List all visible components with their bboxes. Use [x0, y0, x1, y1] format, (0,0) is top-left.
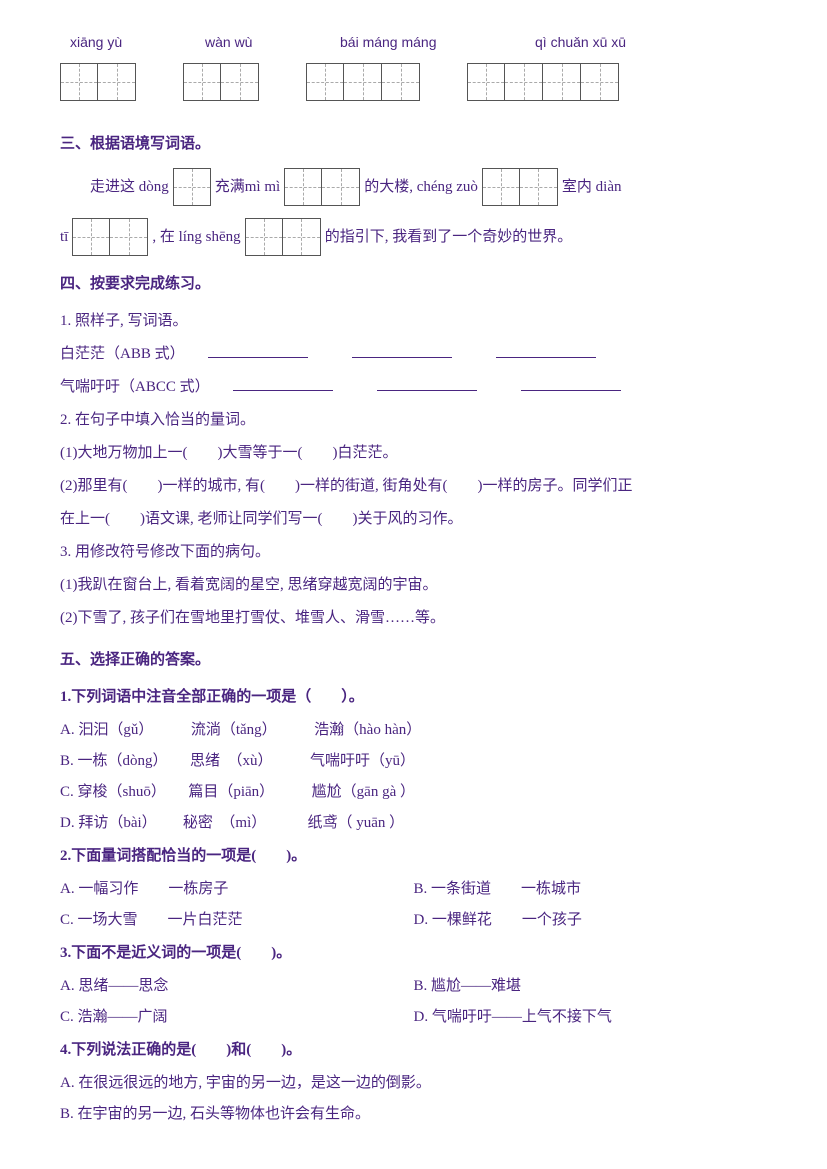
pinyin-1: xiāng yù — [70, 30, 160, 55]
s5-q1-a: A. 汩汩（gǔ） 流淌（tǎng） 浩瀚（hào hàn） — [60, 717, 767, 744]
s5-q2: 2.下面量词搭配恰当的一项是( )。 — [60, 843, 767, 870]
tian-group-4[interactable] — [467, 63, 619, 101]
s4-q2-1: (1)大地万物加上一( )大雪等于一( )白茫茫。 — [60, 440, 767, 467]
s5-q4-b: B. 在宇宙的另一边, 石头等物体也许会有生命。 — [60, 1101, 767, 1128]
s3-l1-t2: 充满mì mì — [215, 174, 280, 201]
section4-title: 四、按要求完成练习。 — [60, 271, 767, 298]
pinyin-2: wàn wù — [205, 30, 295, 55]
s3-l2-t3: 的指引下, 我看到了一个奇妙的世界。 — [325, 224, 573, 251]
s5-q1-d: D. 拜访（bài） 秘密 （mì） 纸鸢（ yuān ） — [60, 810, 767, 837]
blank-4[interactable] — [233, 376, 333, 391]
pinyin-3: bái máng máng — [340, 30, 490, 55]
section3-line1: 走进这 dòng 充满mì mì 的大楼, chéng zuò 室内 diàn — [60, 168, 767, 206]
s5-q3-a: A. 思绪——思念 — [60, 973, 414, 1000]
section3-title: 三、根据语境写词语。 — [60, 131, 767, 158]
s3-l1-t3: 的大楼, chéng zuò — [364, 174, 478, 201]
s3-l2-t2: , 在 líng shēng — [152, 224, 240, 251]
s5-q2-b: B. 一条街道 一栋城市 — [414, 876, 768, 903]
s5-q3: 3.下面不是近义词的一项是( )。 — [60, 940, 767, 967]
s4-q3-1: (1)我趴在窗台上, 看着宽阔的星空, 思绪穿越宽阔的宇宙。 — [60, 572, 767, 599]
s4-q3-2: (2)下雪了, 孩子们在雪地里打雪仗、堆雪人、滑雪……等。 — [60, 605, 767, 632]
blank-1[interactable] — [208, 343, 308, 358]
s5-q1-c: C. 穿梭（shuō） 篇目（piān） 尴尬（gān gà ） — [60, 779, 767, 806]
blank-5[interactable] — [377, 376, 477, 391]
s5-q3-d: D. 气喘吁吁——上气不接下气 — [414, 1004, 768, 1031]
s5-q2-c: C. 一场大雪 一片白茫茫 — [60, 907, 414, 934]
s5-q1-b: B. 一栋（dòng） 思绪 （xù） 气喘吁吁（yū） — [60, 748, 767, 775]
s5-q3-row1: A. 思绪——思念 B. 尴尬——难堪 — [60, 973, 767, 1000]
s5-q3-row2: C. 浩瀚——广阔 D. 气喘吁吁——上气不接下气 — [60, 1004, 767, 1031]
s4-q1b-row: 气喘吁吁（ABCC 式） — [60, 374, 767, 401]
section3-line2: tī , 在 líng shēng 的指引下, 我看到了一个奇妙的世界。 — [60, 218, 767, 256]
s5-q2-row2: C. 一场大雪 一片白茫茫 D. 一棵鲜花 一个孩子 — [60, 907, 767, 934]
tian-group-2[interactable] — [183, 63, 259, 101]
s3-l1-t4: 室内 diàn — [562, 174, 622, 201]
tian-inline-5[interactable] — [245, 218, 321, 256]
s5-q2-row1: A. 一幅习作 一栋房子 B. 一条街道 一栋城市 — [60, 876, 767, 903]
tian-inline-2[interactable] — [284, 168, 360, 206]
tianzige-row — [60, 63, 767, 101]
tian-inline-4[interactable] — [72, 218, 148, 256]
s5-q3-b: B. 尴尬——难堪 — [414, 973, 768, 1000]
blank-2[interactable] — [352, 343, 452, 358]
s3-l1-t1: 走进这 dòng — [90, 174, 169, 201]
tian-group-1[interactable] — [60, 63, 136, 101]
s4-q1: 1. 照样子, 写词语。 — [60, 308, 767, 335]
s4-q1a-row: 白茫茫（ABB 式） — [60, 341, 767, 368]
s4-q2-2b: 在上一( )语文课, 老师让同学们写一( )关于风的习作。 — [60, 506, 767, 533]
s4-q2-2: (2)那里有( )一样的城市, 有( )一样的街道, 街角处有( )一样的房子。… — [60, 473, 767, 500]
s4-q2: 2. 在句子中填入恰当的量词。 — [60, 407, 767, 434]
s5-q4-a: A. 在很远很远的地方, 宇宙的另一边，是这一边的倒影。 — [60, 1070, 767, 1097]
tian-inline-3[interactable] — [482, 168, 558, 206]
s5-q2-d: D. 一棵鲜花 一个孩子 — [414, 907, 768, 934]
s5-q2-a: A. 一幅习作 一栋房子 — [60, 876, 414, 903]
pinyin-row: xiāng yù wàn wù bái máng máng qì chuǎn x… — [60, 30, 767, 55]
tian-group-3[interactable] — [306, 63, 420, 101]
s5-q1: 1.下列词语中注音全部正确的一项是（ ）。 — [60, 684, 767, 711]
s5-q3-c: C. 浩瀚——广阔 — [60, 1004, 414, 1031]
blank-6[interactable] — [521, 376, 621, 391]
s5-q4: 4.下列说法正确的是( )和( )。 — [60, 1037, 767, 1064]
section5-title: 五、选择正确的答案。 — [60, 647, 767, 674]
s4-q1b: 气喘吁吁（ABCC 式） — [60, 379, 210, 395]
s3-l2-t1: tī — [60, 224, 68, 251]
blank-3[interactable] — [496, 343, 596, 358]
pinyin-4: qì chuǎn xū xū — [535, 30, 695, 55]
tian-inline-1[interactable] — [173, 168, 211, 206]
s4-q1a: 白茫茫（ABB 式） — [60, 346, 185, 362]
s4-q3: 3. 用修改符号修改下面的病句。 — [60, 539, 767, 566]
